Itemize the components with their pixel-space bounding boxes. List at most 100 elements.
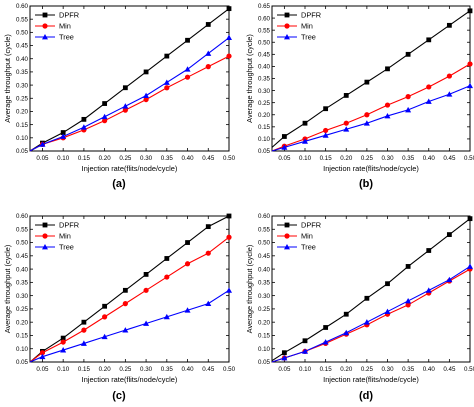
data-point-dpfr	[405, 51, 411, 57]
y-tick-label: 0.20	[258, 319, 271, 326]
legend-label-min: Min	[59, 232, 71, 241]
data-point-tree	[143, 320, 150, 326]
legend-marker-tree	[284, 34, 290, 40]
data-point-tree	[425, 287, 432, 293]
data-point-min	[122, 301, 128, 307]
data-point-tree	[226, 34, 232, 41]
x-tick-label: 0.10	[57, 366, 70, 373]
y-tick-label: 0.40	[16, 56, 29, 63]
legend-marker-tree	[42, 34, 48, 40]
legend-marker-min	[42, 23, 48, 29]
legend-marker-tree	[42, 244, 48, 250]
x-tick-label: 0.40	[182, 155, 195, 162]
legend-label-tree: Tree	[301, 33, 316, 42]
data-point-dpfr	[205, 224, 211, 230]
x-tick-label: 0.45	[443, 366, 456, 373]
y-tick-label: 0.50	[258, 39, 271, 46]
x-tick-label: 0.35	[161, 155, 174, 162]
data-point-dpfr	[226, 213, 232, 219]
legend-marker-dpfr	[42, 222, 48, 228]
data-point-tree	[281, 144, 288, 150]
y-tick-label: 0.10	[258, 136, 271, 143]
y-axis-label: Average throughput (cycle)	[3, 245, 12, 334]
y-tick-label: 0.20	[16, 319, 29, 326]
data-point-min	[39, 350, 46, 356]
data-point-tree	[205, 50, 212, 56]
data-point-tree	[405, 297, 412, 304]
data-point-tree	[163, 313, 170, 320]
data-point-min	[364, 112, 370, 118]
data-point-dpfr	[467, 8, 473, 14]
x-tick-label: 0.45	[202, 366, 215, 373]
x-axis-label: Injection rate(flits/node/cycle)	[323, 164, 419, 173]
x-tick-label: 0.20	[99, 366, 112, 373]
y-tick-label: 0.15	[258, 124, 271, 131]
panel-caption: (c)	[112, 390, 126, 402]
data-point-dpfr	[302, 338, 308, 344]
y-tick-label: 0.60	[258, 213, 271, 220]
x-tick-label: 0.25	[119, 366, 132, 373]
data-point-tree	[60, 347, 67, 353]
data-point-dpfr	[343, 311, 349, 317]
x-tick-label: 0.50	[464, 155, 474, 162]
series-line-min	[29, 236, 230, 363]
x-tick-label: 0.15	[78, 366, 91, 373]
y-tick-label: 0.40	[16, 266, 29, 273]
y-tick-label: 0.55	[258, 226, 271, 233]
data-point-dpfr	[122, 85, 128, 91]
y-tick-label: 0.15	[258, 333, 271, 340]
x-tick-label: 0.05	[36, 155, 49, 162]
x-axis-label: Injection rate(flits/node/cycle)	[82, 375, 178, 384]
y-tick-label: 0.50	[258, 240, 271, 247]
plot-frame	[29, 5, 230, 152]
x-tick-label: 0.25	[361, 366, 374, 373]
y-tick-label: 0.45	[258, 253, 271, 260]
x-tick-label: 0.05	[278, 366, 291, 373]
data-point-dpfr	[364, 79, 370, 85]
y-tick-label: 0.30	[16, 82, 29, 89]
data-point-dpfr	[81, 116, 87, 122]
y-tick-label: 0.50	[16, 240, 29, 247]
legend-label-min: Min	[301, 232, 313, 241]
y-tick-label: 0.05	[258, 359, 271, 366]
series-line-min	[271, 63, 471, 152]
y-tick-label: 0.35	[16, 69, 29, 76]
y-tick-label: 0.45	[258, 52, 271, 59]
y-tick-label: 0.05	[258, 148, 271, 155]
y-tick-label: 0.40	[258, 266, 271, 273]
legend-label-min: Min	[301, 22, 313, 31]
data-point-tree	[322, 132, 329, 138]
y-tick-label: 0.15	[16, 122, 29, 129]
data-point-min	[384, 102, 391, 108]
y-tick-label: 0.55	[16, 16, 29, 23]
data-point-tree	[101, 333, 108, 340]
data-point-dpfr	[323, 106, 329, 112]
data-point-min	[143, 96, 149, 103]
y-tick-label: 0.10	[258, 346, 271, 353]
data-point-dpfr	[323, 325, 329, 330]
data-point-min	[467, 61, 473, 67]
x-tick-label: 0.25	[119, 155, 132, 162]
x-tick-label: 0.35	[402, 155, 415, 162]
y-tick-label: 0.65	[258, 3, 271, 10]
y-tick-label: 0.10	[16, 135, 29, 142]
data-point-tree	[343, 329, 350, 336]
y-axis-label: Average throughput (cycle)	[245, 34, 254, 123]
data-point-min	[164, 274, 170, 280]
data-point-tree	[143, 92, 150, 99]
panel-3: 0.05 0.10 0.15 0.20 0.25 0.30 0.35 0.40 0.45 0.50…	[3, 213, 236, 402]
data-point-min	[405, 94, 411, 100]
data-point-min	[205, 64, 211, 70]
data-point-tree	[467, 263, 473, 269]
data-point-min	[323, 127, 329, 134]
y-tick-label: 0.25	[16, 95, 29, 102]
data-point-dpfr	[185, 240, 190, 245]
data-point-tree	[163, 79, 170, 85]
data-point-dpfr	[364, 295, 370, 301]
panel-1: 0.05 0.10 0.15 0.20 0.25 0.30 0.35 0.40 0.45 0.50…	[3, 3, 236, 190]
legend-label-dpfr: DPFR	[301, 221, 321, 230]
data-point-dpfr	[446, 22, 452, 28]
data-point-tree	[446, 91, 453, 97]
data-point-min	[343, 120, 349, 126]
